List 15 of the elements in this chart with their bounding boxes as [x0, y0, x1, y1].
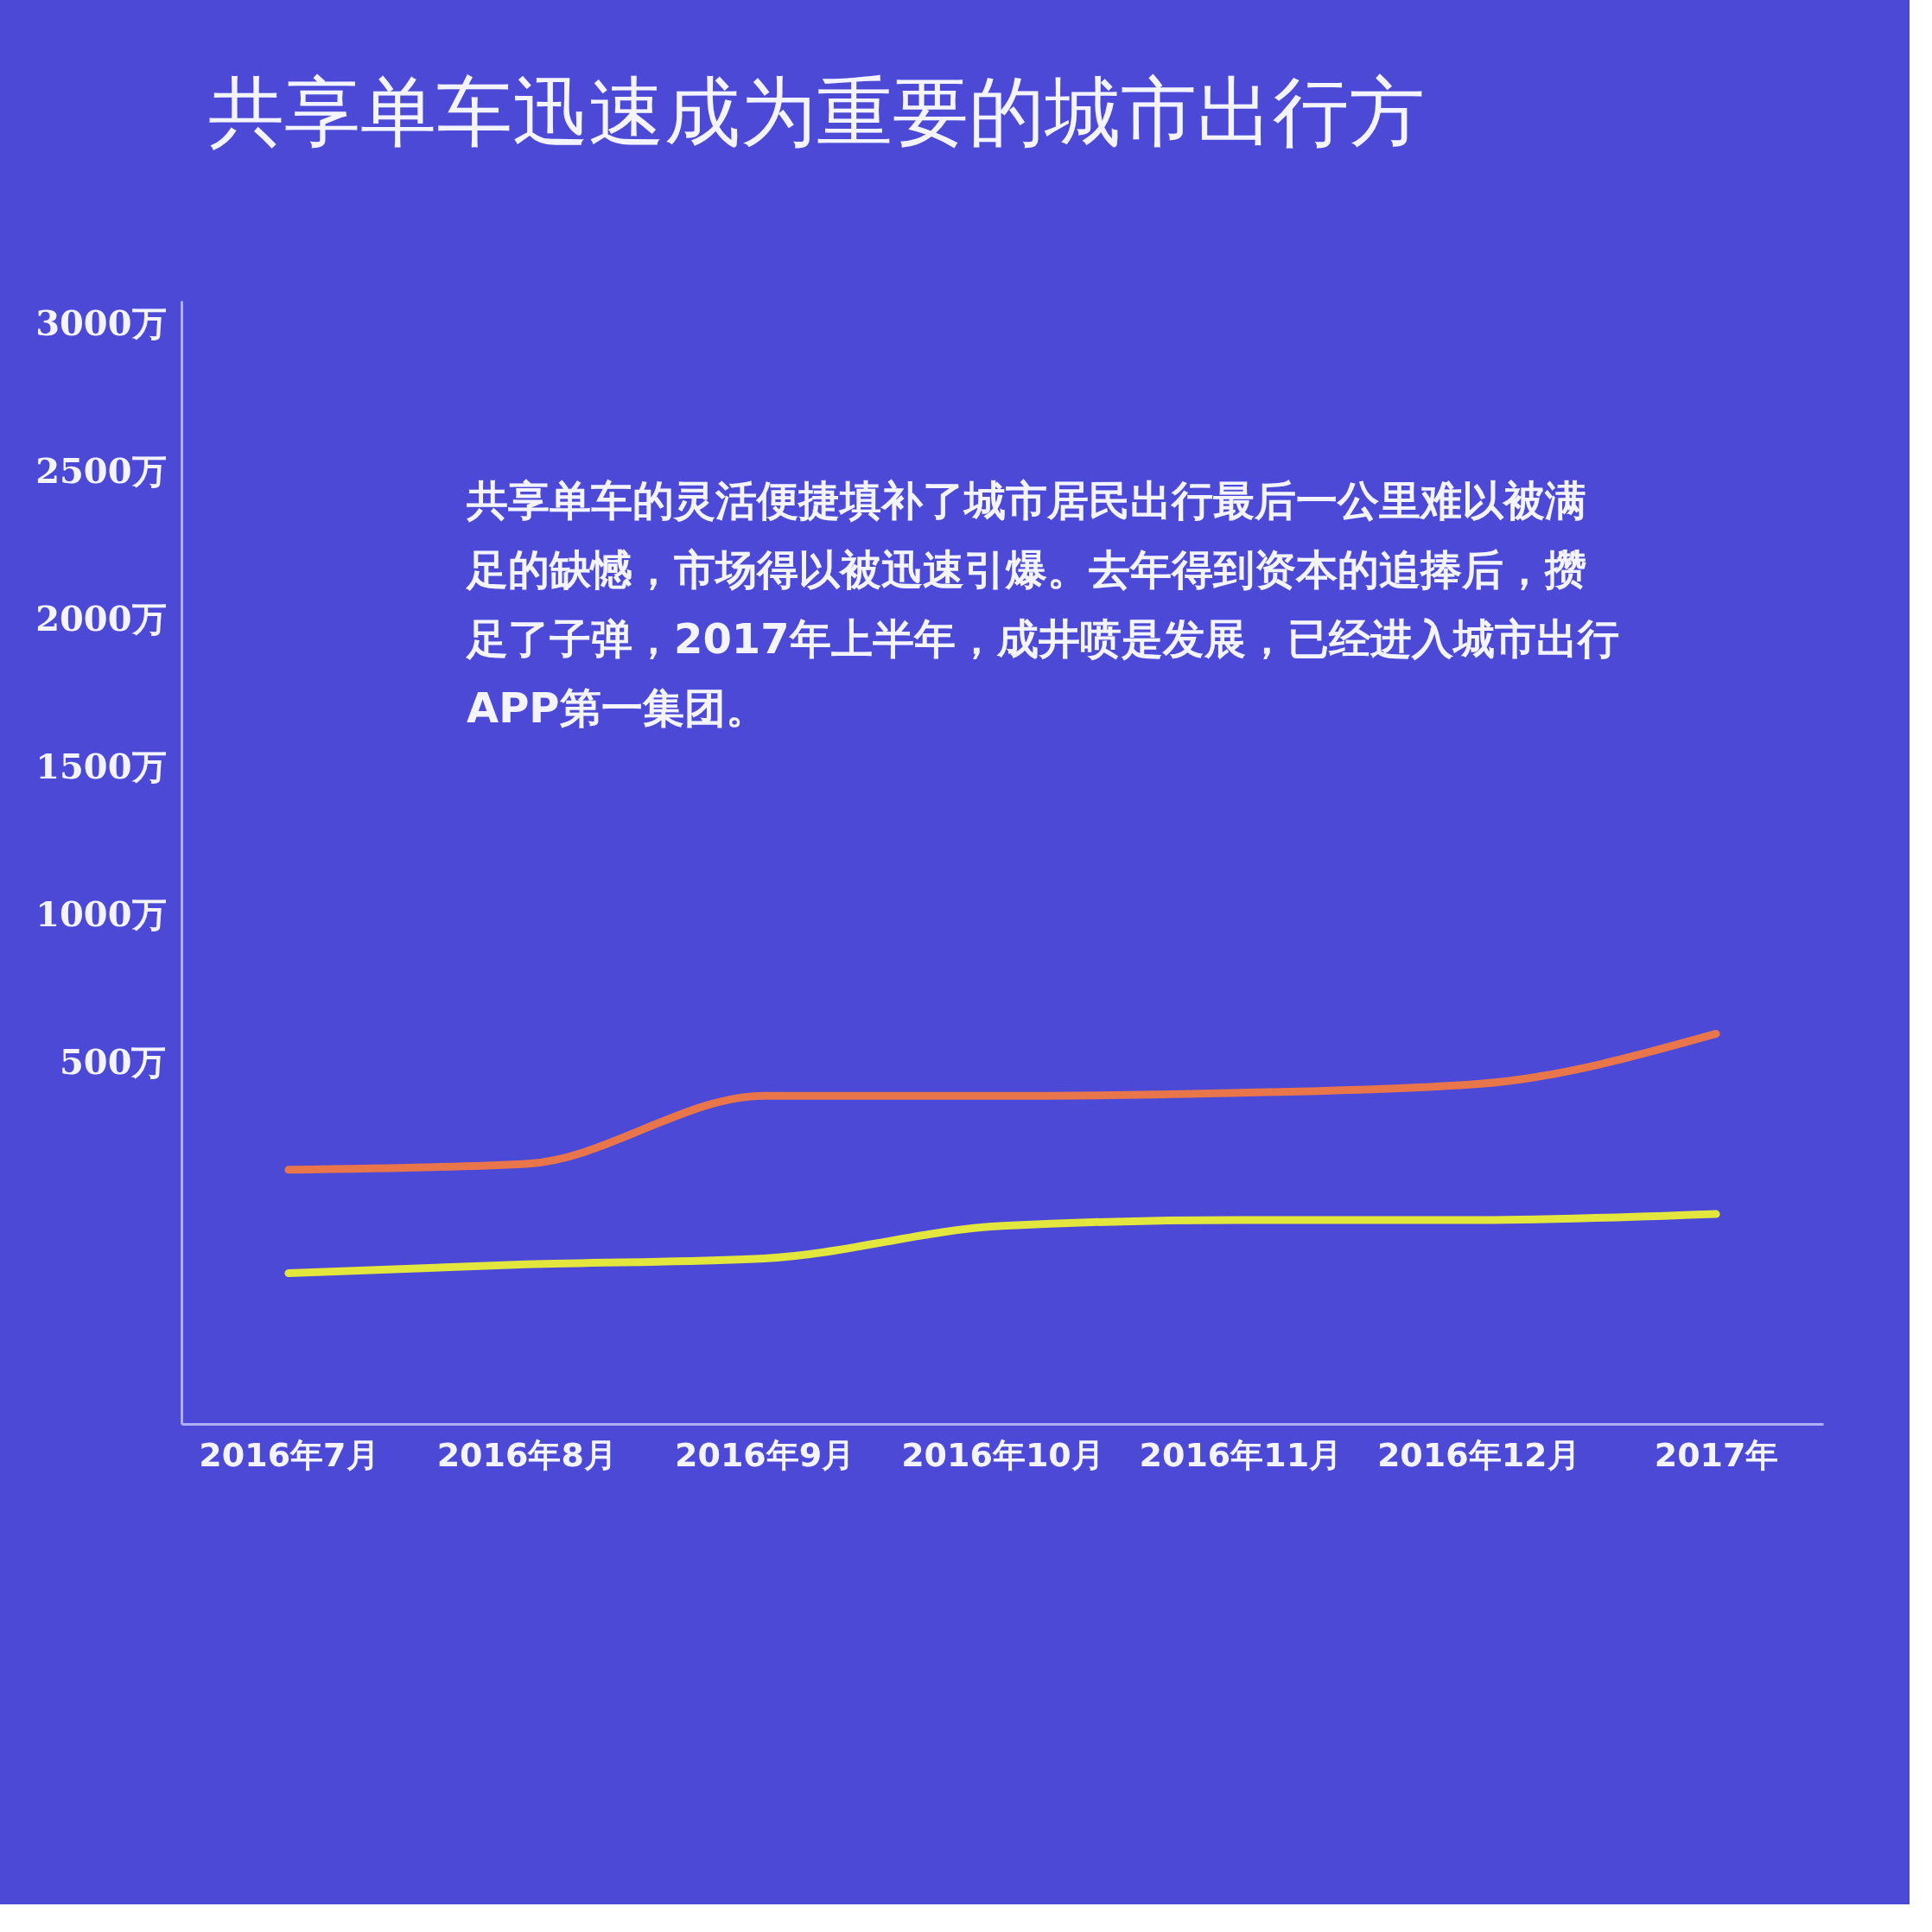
x-tick-label: 2016年9月 [675, 1435, 855, 1474]
x-tick-label: 2016年7月 [199, 1435, 379, 1474]
y-tick-label: 2500万 [35, 449, 167, 491]
x-tick-label: 2016年8月 [436, 1435, 617, 1474]
y-tick-label: 1500万 [35, 746, 167, 787]
y-tick-label: 1000万 [35, 893, 167, 935]
annotation: 共享单车的灵活便捷填补了城市居民出行最后一公里难以被满足的缺憾，市场得以被迅速引爆。去年得到资本的追捧后，攒足了子弹，2017年上半年，成井喷是发展，已经进入城市出行APP第一集团。 [465, 476, 1619, 732]
y-tick-label: 500万 [60, 1041, 167, 1083]
x-tick-label: 2016年11月 [1139, 1435, 1343, 1474]
x-tick-label: 2017年 [1654, 1435, 1779, 1474]
chart-title: 共享单车迅速成为重要的城市出行方 [207, 67, 1425, 156]
y-tick-label: 3000万 [35, 302, 167, 343]
x-tick-label: 2016年10月 [901, 1435, 1104, 1474]
y-tick-label: 2000万 [35, 597, 167, 639]
x-tick-label: 2016年12月 [1376, 1435, 1580, 1474]
